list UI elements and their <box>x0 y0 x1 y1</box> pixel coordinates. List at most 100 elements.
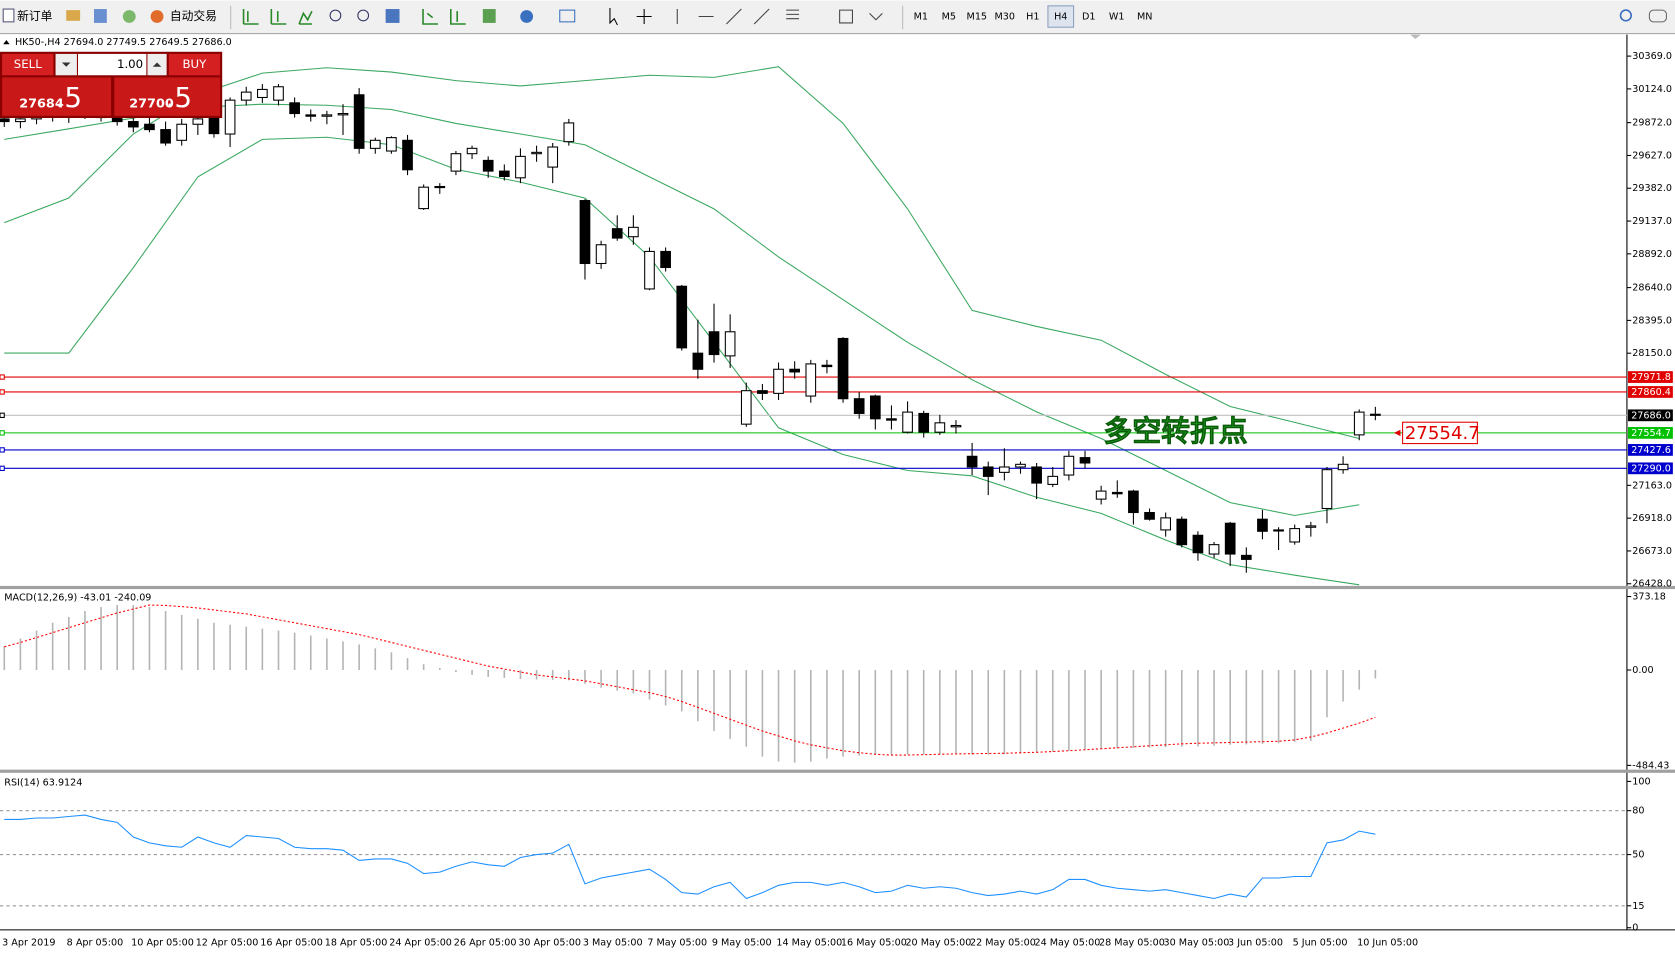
icon[interactable] <box>66 10 81 21</box>
buy-label[interactable]: BUY <box>182 57 207 71</box>
timeframe[interactable]: M1 <box>914 12 928 23</box>
candle-body <box>579 200 591 265</box>
candle-body <box>708 331 720 356</box>
search[interactable] <box>1619 9 1633 22</box>
timeframe[interactable]: M30 <box>995 12 1016 23</box>
y-tick-label: 29627.0 <box>1632 150 1672 161</box>
timeframe[interactable]: M5 <box>942 12 956 23</box>
timeframe[interactable]: M15 <box>967 12 988 23</box>
bollinger-band <box>4 66 1360 440</box>
icon[interactable] <box>482 9 496 23</box>
icon[interactable] <box>122 10 136 23</box>
icon[interactable] <box>298 10 313 25</box>
x-tick-label: 30 May 05:00 <box>1164 938 1230 949</box>
icon[interactable] <box>150 10 164 23</box>
sell-label[interactable]: SELL <box>14 57 42 71</box>
timeframe[interactable]: W1 <box>1109 12 1125 23</box>
timeframe[interactable]: D1 <box>1082 12 1096 23</box>
candle-body <box>563 122 575 143</box>
chat[interactable] <box>1648 9 1667 23</box>
y-tick-label: 29137.0 <box>1632 216 1672 227</box>
icon[interactable] <box>242 9 259 25</box>
candle-body <box>1176 518 1188 546</box>
candle-body <box>773 368 784 394</box>
sell-button[interactable] <box>2 53 54 76</box>
timeframe[interactable]: H1 <box>1026 12 1039 23</box>
candle-body <box>176 123 188 141</box>
timeframe[interactable]: MN <box>1137 12 1152 23</box>
ask-main[interactable]: 27700 <box>129 97 174 112</box>
icon[interactable] <box>385 9 400 23</box>
new-order[interactable]: 新订单 <box>17 9 52 23</box>
icon[interactable] <box>422 9 438 25</box>
y-tick-label: 30369.0 <box>1632 51 1672 62</box>
icon[interactable] <box>636 9 652 24</box>
y-tick-label: 26428.0 <box>1632 579 1672 590</box>
ask-frac[interactable]: .5 <box>166 81 193 114</box>
icon[interactable] <box>449 9 466 25</box>
candle-body <box>902 411 913 433</box>
collapse-icon[interactable] <box>3 40 10 45</box>
candle-body <box>1321 469 1333 510</box>
candle-body <box>837 337 849 400</box>
icon[interactable] <box>609 7 618 26</box>
ask-box[interactable] <box>114 77 221 116</box>
icon[interactable] <box>559 9 576 23</box>
bid-frac[interactable]: .5 <box>56 81 82 114</box>
candle-body <box>692 352 704 370</box>
candle-body <box>1257 518 1268 532</box>
x-tick-label: 7 May 05:00 <box>647 938 707 949</box>
active-timeframe <box>1047 5 1075 28</box>
lot-input[interactable] <box>77 53 147 76</box>
y-tick-label: -484.43 <box>1632 760 1669 771</box>
candle-body <box>160 129 171 144</box>
icon[interactable] <box>839 9 853 24</box>
candle-body <box>676 285 688 349</box>
panel-separator <box>0 585 1675 590</box>
candle-body <box>1305 525 1317 528</box>
icon[interactable] <box>270 9 287 25</box>
timeframe[interactable]: H4 <box>1054 12 1067 23</box>
x-tick-label: 3 Jun 05:00 <box>1228 938 1283 949</box>
icon[interactable] <box>329 9 342 22</box>
icon[interactable] <box>2 8 15 23</box>
annotation: 多空转折点 <box>1103 414 1247 448</box>
y-tick-label: 373.18 <box>1632 592 1666 603</box>
x-tick-label: 24 May 05:00 <box>1034 938 1100 949</box>
y-tick-label: 15 <box>1632 901 1644 912</box>
bid-main[interactable]: 27684 <box>19 97 64 112</box>
buy-button[interactable] <box>168 53 221 76</box>
price-tag-box <box>1402 421 1478 445</box>
y-tick-label: 26673.0 <box>1632 546 1672 557</box>
arrow <box>152 62 162 67</box>
x-tick-label: 26 Apr 05:00 <box>454 938 517 949</box>
candle-body <box>386 137 397 152</box>
lot-value[interactable]: 1.00 <box>117 57 143 71</box>
candle-body <box>644 250 655 290</box>
level-label: 27427.6 <box>1631 445 1671 456</box>
icon[interactable] <box>676 8 800 25</box>
icon[interactable] <box>94 9 107 23</box>
y-tick-label: 30124.0 <box>1632 84 1672 95</box>
candle-body <box>934 422 946 433</box>
price-panel: 30369.0 30124.0 29872.0 29627.0 29382.0 29137… <box>0 51 1673 590</box>
candle-body <box>1128 490 1139 514</box>
candle-body <box>966 455 978 468</box>
candle-body <box>853 398 865 414</box>
bid-box[interactable] <box>2 77 112 116</box>
y-tick-label: 0.00 <box>1632 665 1653 676</box>
y-tick-label: 28640.0 <box>1632 283 1672 294</box>
candle-body <box>1337 463 1349 471</box>
candle-body <box>1353 411 1365 436</box>
icon[interactable] <box>869 12 883 21</box>
icon[interactable] <box>520 10 534 23</box>
auto-trade[interactable]: 自动交易 <box>170 9 217 23</box>
x-tick-label: 10 Jun 05:00 <box>1357 938 1418 949</box>
level-label-bg <box>1627 386 1673 398</box>
x-tick-label: 16 Apr 05:00 <box>260 938 323 949</box>
candle-body <box>369 139 381 149</box>
icon[interactable] <box>357 9 370 22</box>
candle-body <box>224 99 236 135</box>
candle-body <box>628 226 639 238</box>
